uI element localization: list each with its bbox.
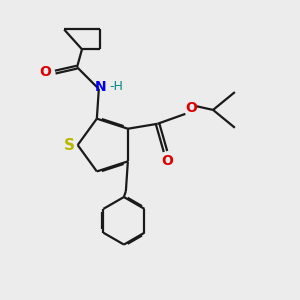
Text: -H: -H [110, 80, 124, 94]
Text: O: O [39, 65, 51, 79]
Text: O: O [162, 154, 173, 168]
Text: N: N [95, 80, 106, 94]
Text: O: O [185, 101, 197, 115]
Text: S: S [64, 137, 75, 152]
